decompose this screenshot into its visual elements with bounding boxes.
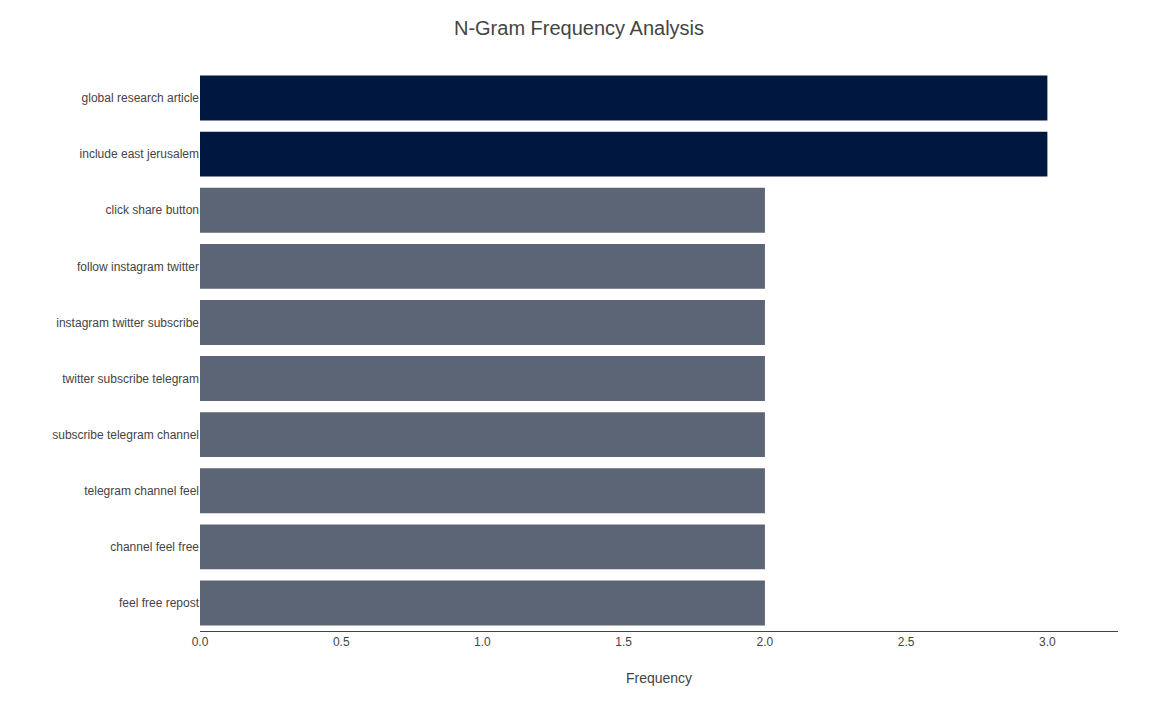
svg-text:channel feel free: channel feel free: [110, 540, 199, 554]
svg-text:1.0: 1.0: [474, 635, 491, 649]
svg-text:twitter subscribe telegram: twitter subscribe telegram: [62, 372, 199, 386]
svg-text:1.5: 1.5: [615, 635, 632, 649]
svg-text:include east jerusalem: include east jerusalem: [80, 147, 199, 161]
svg-text:0.0: 0.0: [192, 635, 209, 649]
svg-text:0.5: 0.5: [333, 635, 350, 649]
svg-text:instagram twitter subscribe: instagram twitter subscribe: [56, 316, 199, 330]
svg-text:global research article: global research article: [82, 91, 200, 105]
svg-text:2.5: 2.5: [898, 635, 915, 649]
svg-text:N-Gram Frequency Analysis: N-Gram Frequency Analysis: [454, 17, 704, 39]
svg-text:3.0: 3.0: [1039, 635, 1056, 649]
svg-text:click share button: click share button: [106, 203, 199, 217]
svg-text:follow instagram twitter: follow instagram twitter: [77, 260, 199, 274]
svg-text:Frequency: Frequency: [626, 670, 692, 686]
svg-text:feel free repost: feel free repost: [119, 596, 200, 610]
svg-text:subscribe telegram channel: subscribe telegram channel: [52, 428, 199, 442]
svg-text:2.0: 2.0: [757, 635, 774, 649]
svg-text:telegram channel feel: telegram channel feel: [84, 484, 199, 498]
